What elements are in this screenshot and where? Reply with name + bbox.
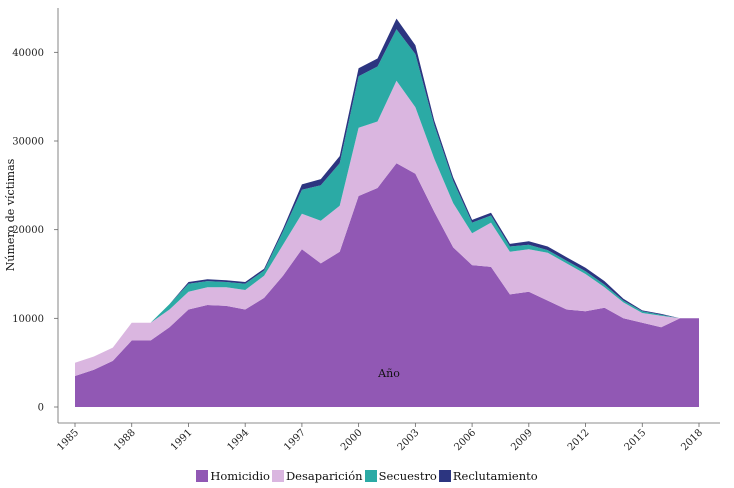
legend-label: Homicidio	[210, 469, 270, 483]
legend-label: Secuestro	[378, 469, 437, 483]
x-axis-title: Año	[377, 367, 400, 380]
legend-swatch	[438, 470, 451, 482]
x-tick-label: 2000	[339, 427, 365, 453]
y-tick-label: 30000	[12, 137, 44, 148]
legend: Homicidio Desaparición Secuestro Reclutamie…	[0, 466, 734, 486]
x-tick-label: 2015	[623, 427, 649, 453]
x-tick-label: 1991	[169, 427, 195, 453]
y-tick-label: 20000	[12, 225, 44, 236]
x-ticks: 1985 1988 1991 1994 1997 2000 2003 2006 2009 2012…	[55, 423, 705, 453]
legend-swatch	[364, 470, 377, 482]
x-tick-label: 1985	[55, 427, 81, 453]
y-tick-label: 40000	[12, 48, 44, 59]
y-ticks: 0 10000 20000 30000 40000	[12, 48, 58, 414]
y-tick-label: 10000	[12, 314, 44, 325]
chart: 1985 1988 1991 1994 1997 2000 2003 2006 2009 2012…	[4, 8, 720, 453]
legend-label: Desaparición	[285, 469, 363, 483]
x-tick-label: 2006	[452, 427, 478, 453]
legend-item-desaparición: Desaparición	[271, 469, 363, 483]
x-tick-label: 1988	[112, 427, 138, 453]
x-tick-label: 1997	[282, 427, 308, 453]
x-tick-label: 2009	[509, 427, 535, 453]
legend-label: Reclutamiento	[452, 469, 538, 483]
area-layers	[75, 18, 699, 407]
x-tick-label: 2003	[396, 427, 422, 453]
y-axis-title: Número de víctimas	[4, 158, 17, 271]
x-tick-label: 2018	[679, 427, 705, 453]
legend-item-secuestro: Secuestro	[364, 469, 437, 483]
area-homicidio	[75, 163, 699, 407]
x-tick-label: 1994	[226, 427, 252, 453]
y-tick-label: 0	[38, 403, 44, 414]
area-secuestro	[75, 29, 699, 363]
x-tick-label: 2012	[566, 427, 592, 453]
legend-item-reclutamiento: Reclutamiento	[438, 469, 538, 483]
legend-swatch	[196, 470, 209, 482]
legend-swatch	[271, 470, 284, 482]
legend-item-homicidio: Homicidio	[196, 469, 270, 483]
area-desaparición	[75, 80, 699, 376]
